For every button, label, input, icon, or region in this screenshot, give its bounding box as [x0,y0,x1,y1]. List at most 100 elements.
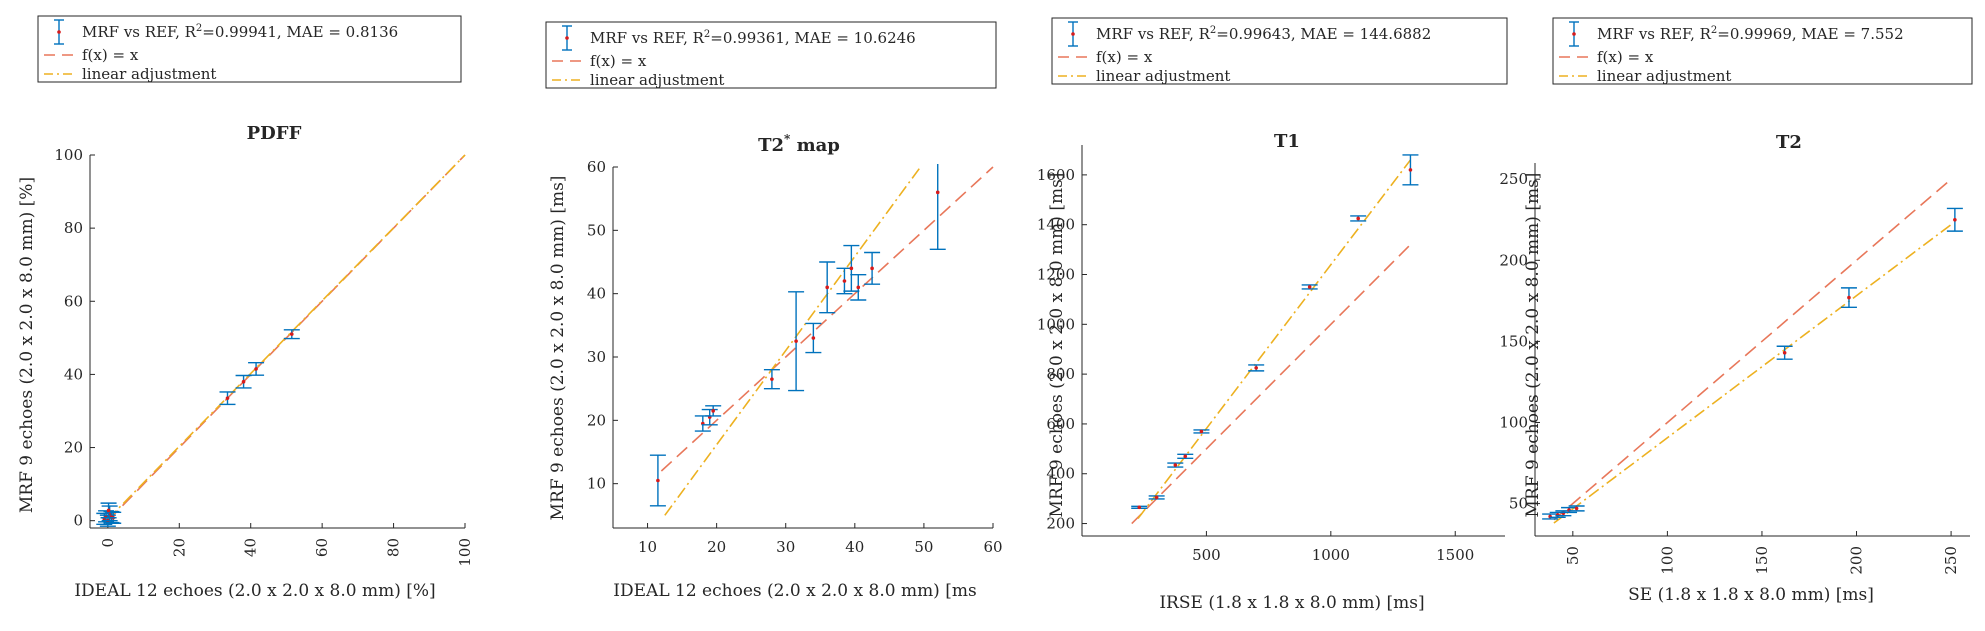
error-bar [1568,505,1585,512]
legend-fit-label: linear adjustment [590,71,724,89]
error-bar [819,261,836,314]
data-point [254,367,258,371]
error-bar [1840,287,1857,309]
error-bar [1193,429,1210,434]
identity-line [1131,241,1414,525]
y-tick-label: 80 [64,219,83,237]
error-bar [836,267,853,295]
data-point [842,279,847,283]
legend-series-label: MRF vs REF, R2=0.99361, MAE = 10.6246 [590,29,916,47]
x-tick-label: 60 [983,538,1002,556]
x-tick-label: 30 [776,538,795,556]
data-point [106,508,111,513]
error-bar [843,244,860,292]
data-point [1199,429,1204,434]
legend-series-prefix: MRF vs REF, R [82,23,197,41]
legend-series-prefix: MRF vs REF, R [1096,25,1211,43]
legend-series-label: MRF vs REF, R2=0.99941, MAE = 0.8136 [82,23,398,41]
y-tick-label: 600 [1046,415,1075,433]
title-suffix: map [790,135,840,156]
error-bar [219,391,236,406]
y-axis-label: MRF 9 echoes (2.0 x 2.0 x 8.0 mm) [ms] [1047,173,1067,518]
y-tick-label: 200 [1046,515,1075,533]
y-tick-label: 800 [1046,365,1075,383]
fit-line [107,154,466,520]
y-tick-label: 1600 [1037,166,1075,184]
data-point [1254,366,1258,370]
data-point [225,396,230,400]
data-point [711,409,715,413]
y-axis-label: MRF 9 echoes (2.0 x 2.0 x 8.0 mm) [%] [17,177,37,513]
legend-box [545,21,997,89]
x-tick-label: 1000 [1312,546,1350,564]
data-point [1356,216,1360,221]
error-bar [1301,284,1318,290]
x-axis-label: IDEAL 12 echoes (2.0 x 2.0 x 8.0 mm) [ms [613,581,976,601]
plot-area [649,164,994,516]
data-point [1154,495,1159,500]
x-axis-label: SE (1.8 x 1.8 x 8.0 mm) [ms] [1628,585,1874,605]
legend-series-prefix: MRF vs REF, R [590,29,705,47]
fit-line [664,166,922,516]
y-tick-label: 20 [587,411,606,429]
error-bar [1402,154,1419,186]
legend-series-sup: 2 [1210,25,1216,36]
data-point [849,266,854,271]
error-bar [649,454,666,507]
x-tick-label: 200 [1848,546,1866,575]
error-bar [1248,364,1265,372]
x-tick-label: 0 [99,538,117,548]
legend-point [1572,32,1576,36]
x-tick-label: 10 [638,538,657,556]
x-tick-label: 40 [845,538,864,556]
legend-box [37,15,462,83]
y-tick-label: 40 [587,285,606,303]
x-tick-label: 100 [456,538,474,567]
data-point [656,478,660,483]
data-point [825,285,829,290]
y-tick-label: 200 [1499,251,1528,269]
x-tick-label: 500 [1192,546,1221,564]
y-tick-label: 100 [1499,413,1528,431]
y-tick-label: 10 [587,475,606,493]
error-bar [850,273,867,301]
x-tick-label: 250 [1942,546,1960,575]
legend-point [57,30,61,34]
title-main: PDFF [247,123,302,144]
y-tick-label: 50 [587,221,606,239]
x-tick-label: 50 [914,538,933,556]
fit-line [1137,159,1412,520]
y-tick-label: 0 [73,512,83,530]
y-tick-label: 1200 [1037,266,1075,284]
legend-box [1051,17,1508,85]
title-main: T2 [758,135,784,156]
data-point [856,285,861,290]
y-tick-label: 150 [1499,332,1528,350]
data-point [289,332,294,336]
x-tick-label: 80 [385,538,403,557]
error-bar [1776,345,1793,360]
chart-t2: 50 100 150 200 250 50 100 150 200 250 T2 SE (1.8 x … [1499,17,1973,605]
legend-point [565,36,569,40]
legend-identity-label: f(x) = x [82,46,139,64]
error-bar [100,502,117,519]
chart-t2star: 10 20 30 40 50 60 10 20 30 40 50 60 T2* map IDEAL 12 … [545,21,1003,601]
x-axis-label: IDEAL 12 echoes (2.0 x 2.0 x 8.0 mm) [%] [74,581,435,601]
legend-point [1071,32,1075,36]
error-bar [1561,506,1578,514]
data-point [935,190,940,195]
x-tick-label: 20 [170,538,188,557]
error-bar [929,164,946,251]
y-tick-label: 60 [587,158,606,176]
error-bar [1542,513,1559,520]
data-point [770,377,774,381]
x-axis-label: IRSE (1.8 x 1.8 x 8.0 mm) [ms] [1159,593,1424,613]
y-tick-label: 20 [64,439,83,457]
error-bar [763,368,780,390]
fit-line [1553,223,1952,524]
data-point [241,379,246,384]
legend: MRF vs REF, R2=0.99941, MAE = 0.8136 f(x)… [37,15,462,83]
legend-series-prefix: MRF vs REF, R [1597,25,1712,43]
x-tick-label: 60 [313,538,331,557]
legend: MRF vs REF, R2=0.99643, MAE = 144.6882 f(… [1051,17,1508,85]
